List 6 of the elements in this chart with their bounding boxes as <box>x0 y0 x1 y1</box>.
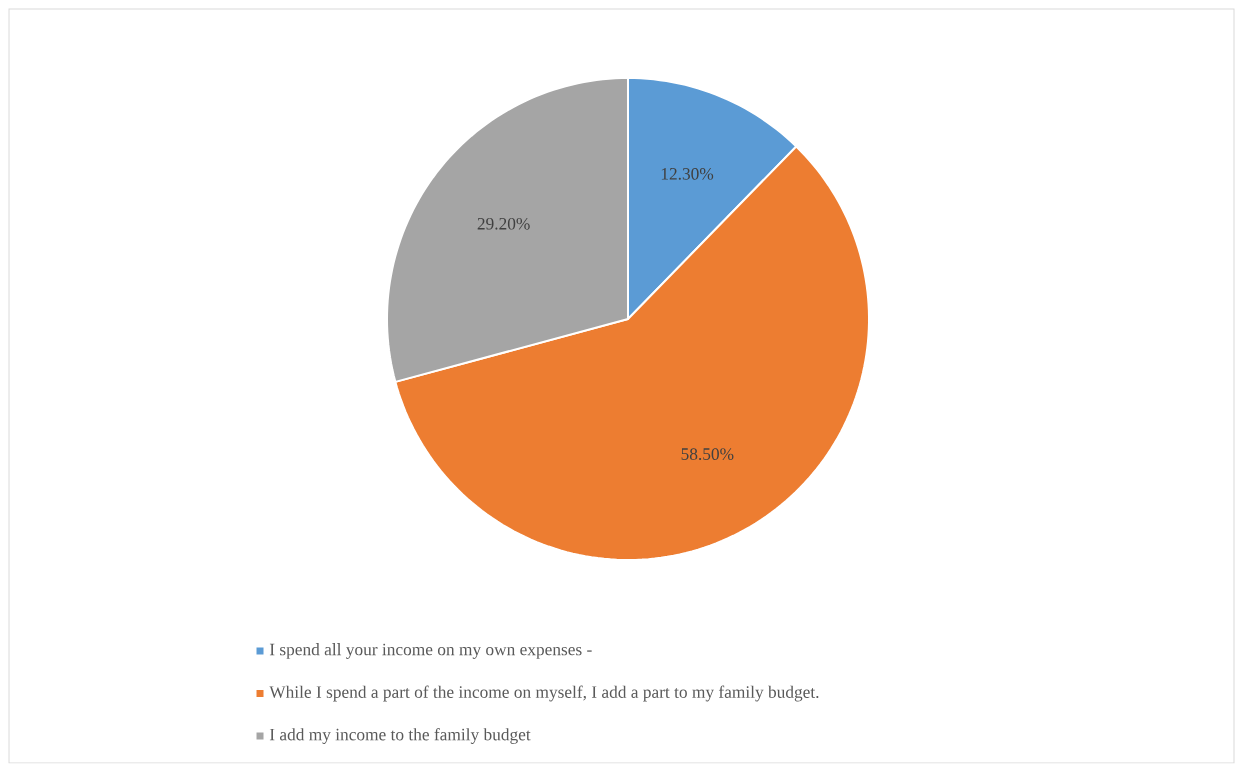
data-label: 12.30% <box>661 168 714 181</box>
data-label: 58.50% <box>681 448 734 461</box>
legend-label: I spend all your income on my own expenses - <box>269 643 592 660</box>
legend-label: While I spend a part of the income on myself, I add a part to my family budget. <box>269 685 819 702</box>
data-label: 29.20% <box>477 218 530 230</box>
legend-label: I add my income to the family budget <box>269 728 531 745</box>
